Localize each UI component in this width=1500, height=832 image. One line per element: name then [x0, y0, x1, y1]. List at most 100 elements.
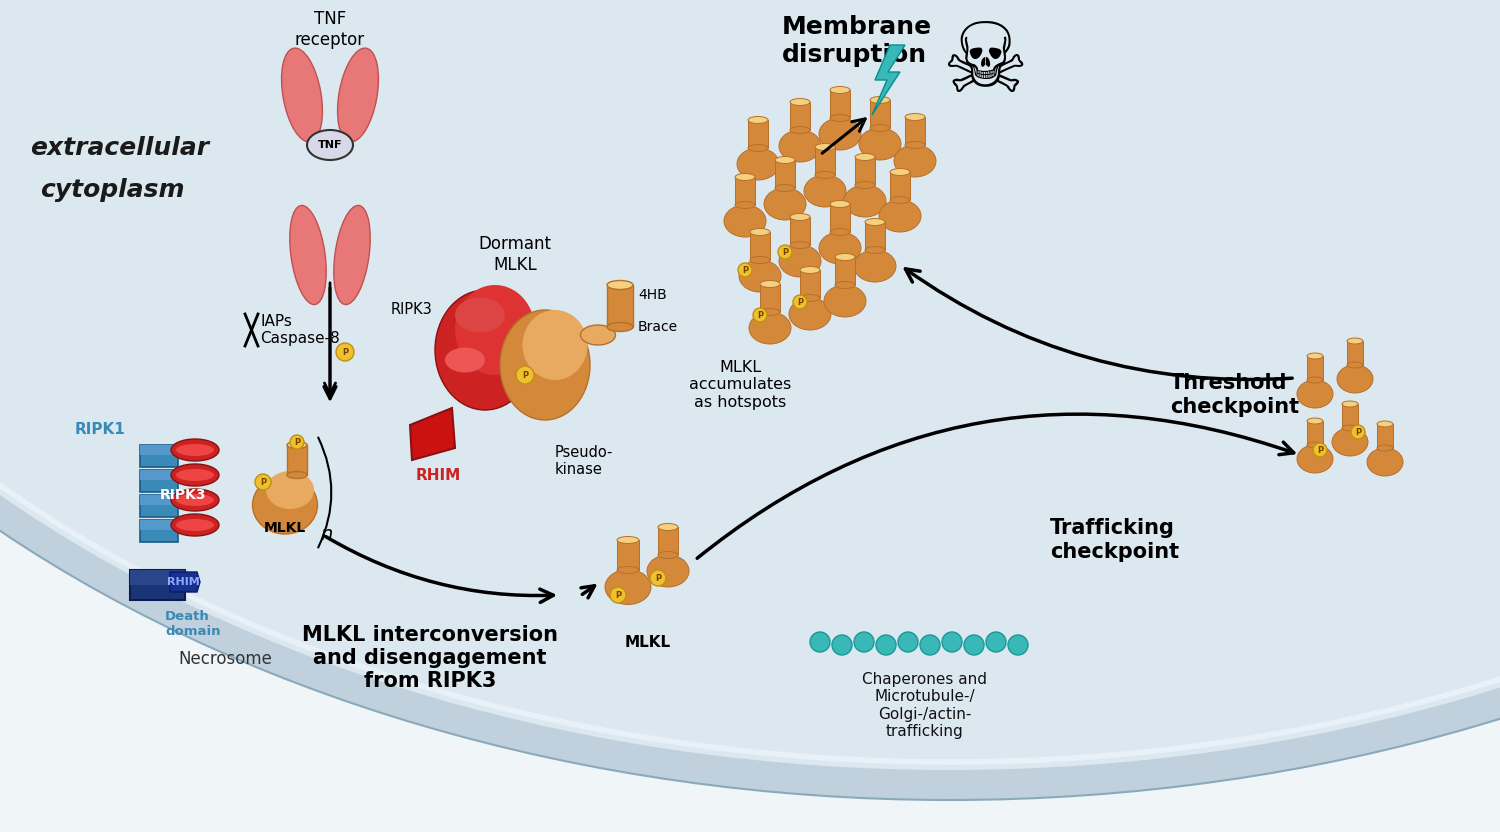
Bar — [616, 540, 639, 570]
Circle shape — [1312, 443, 1328, 457]
Bar — [140, 520, 178, 542]
Bar — [140, 495, 178, 517]
Ellipse shape — [334, 206, 370, 305]
Circle shape — [336, 343, 354, 361]
Ellipse shape — [819, 232, 861, 264]
Ellipse shape — [1306, 442, 1323, 448]
Ellipse shape — [171, 464, 219, 486]
Text: P: P — [1317, 446, 1323, 455]
Circle shape — [516, 366, 534, 384]
Ellipse shape — [819, 118, 861, 150]
Ellipse shape — [338, 48, 378, 142]
Text: RIPK3: RIPK3 — [159, 488, 206, 502]
Ellipse shape — [286, 472, 308, 478]
Ellipse shape — [646, 555, 688, 587]
Bar — [800, 270, 820, 298]
Text: P: P — [260, 478, 266, 487]
Text: MLKL: MLKL — [626, 635, 670, 650]
Ellipse shape — [859, 128, 901, 160]
Ellipse shape — [500, 310, 590, 420]
Ellipse shape — [800, 266, 820, 274]
Text: TNF: TNF — [318, 140, 342, 150]
Ellipse shape — [658, 552, 678, 558]
Circle shape — [986, 632, 1006, 652]
Circle shape — [942, 632, 962, 652]
Ellipse shape — [735, 174, 754, 181]
Ellipse shape — [454, 285, 536, 375]
Bar — [608, 285, 633, 327]
Ellipse shape — [790, 214, 810, 220]
Ellipse shape — [454, 298, 506, 333]
Ellipse shape — [286, 442, 308, 448]
Ellipse shape — [836, 254, 855, 260]
Text: P: P — [796, 298, 802, 307]
Bar — [1347, 341, 1364, 365]
Ellipse shape — [604, 569, 651, 605]
Text: P: P — [294, 438, 300, 447]
Bar — [760, 284, 780, 312]
Ellipse shape — [1298, 380, 1334, 408]
Ellipse shape — [1298, 445, 1334, 473]
Ellipse shape — [890, 169, 910, 176]
Circle shape — [833, 635, 852, 655]
Ellipse shape — [1332, 428, 1368, 456]
Ellipse shape — [1347, 362, 1364, 368]
Ellipse shape — [608, 280, 633, 290]
Ellipse shape — [171, 489, 219, 511]
Bar — [1306, 356, 1323, 380]
Ellipse shape — [904, 113, 926, 121]
Text: P: P — [1354, 428, 1360, 437]
Ellipse shape — [616, 567, 639, 573]
Ellipse shape — [778, 130, 820, 162]
Bar — [140, 470, 178, 492]
Text: cytoplasm: cytoplasm — [40, 178, 184, 202]
Ellipse shape — [608, 323, 633, 331]
Bar — [1377, 424, 1394, 448]
Text: P: P — [656, 574, 662, 583]
Ellipse shape — [748, 312, 790, 344]
Bar — [790, 102, 810, 130]
Polygon shape — [410, 408, 454, 460]
Ellipse shape — [904, 141, 926, 148]
Circle shape — [810, 632, 830, 652]
Ellipse shape — [1377, 445, 1394, 451]
Circle shape — [255, 474, 272, 490]
Text: P: P — [522, 371, 528, 380]
Bar — [1342, 404, 1358, 428]
Bar — [286, 445, 308, 475]
Ellipse shape — [836, 281, 855, 289]
Bar — [904, 117, 926, 145]
Ellipse shape — [308, 130, 352, 160]
Ellipse shape — [865, 219, 885, 225]
Ellipse shape — [815, 143, 836, 151]
Circle shape — [753, 308, 766, 322]
Ellipse shape — [736, 148, 778, 180]
Ellipse shape — [171, 439, 219, 461]
Circle shape — [290, 435, 304, 449]
Ellipse shape — [1306, 353, 1323, 359]
Ellipse shape — [1377, 421, 1394, 427]
Bar — [140, 520, 178, 530]
Ellipse shape — [844, 185, 886, 217]
Ellipse shape — [1306, 418, 1323, 424]
Ellipse shape — [580, 325, 615, 345]
Ellipse shape — [1336, 365, 1372, 393]
Ellipse shape — [853, 250, 895, 282]
Bar — [750, 232, 770, 260]
Bar — [865, 222, 885, 250]
Bar — [776, 160, 795, 188]
Ellipse shape — [870, 125, 889, 131]
Text: P: P — [782, 248, 788, 257]
Text: Chaperones and
Microtubule-/
Golgi-/actin-
trafficking: Chaperones and Microtubule-/ Golgi-/acti… — [862, 672, 987, 739]
Text: Membrane
disruption: Membrane disruption — [782, 15, 932, 67]
Text: n: n — [320, 526, 333, 544]
Ellipse shape — [171, 514, 219, 536]
Ellipse shape — [776, 156, 795, 164]
Circle shape — [898, 632, 918, 652]
Bar — [130, 570, 184, 600]
Ellipse shape — [616, 537, 639, 543]
Ellipse shape — [790, 126, 810, 133]
Ellipse shape — [1366, 448, 1402, 476]
Bar — [870, 100, 889, 128]
Ellipse shape — [764, 188, 806, 220]
